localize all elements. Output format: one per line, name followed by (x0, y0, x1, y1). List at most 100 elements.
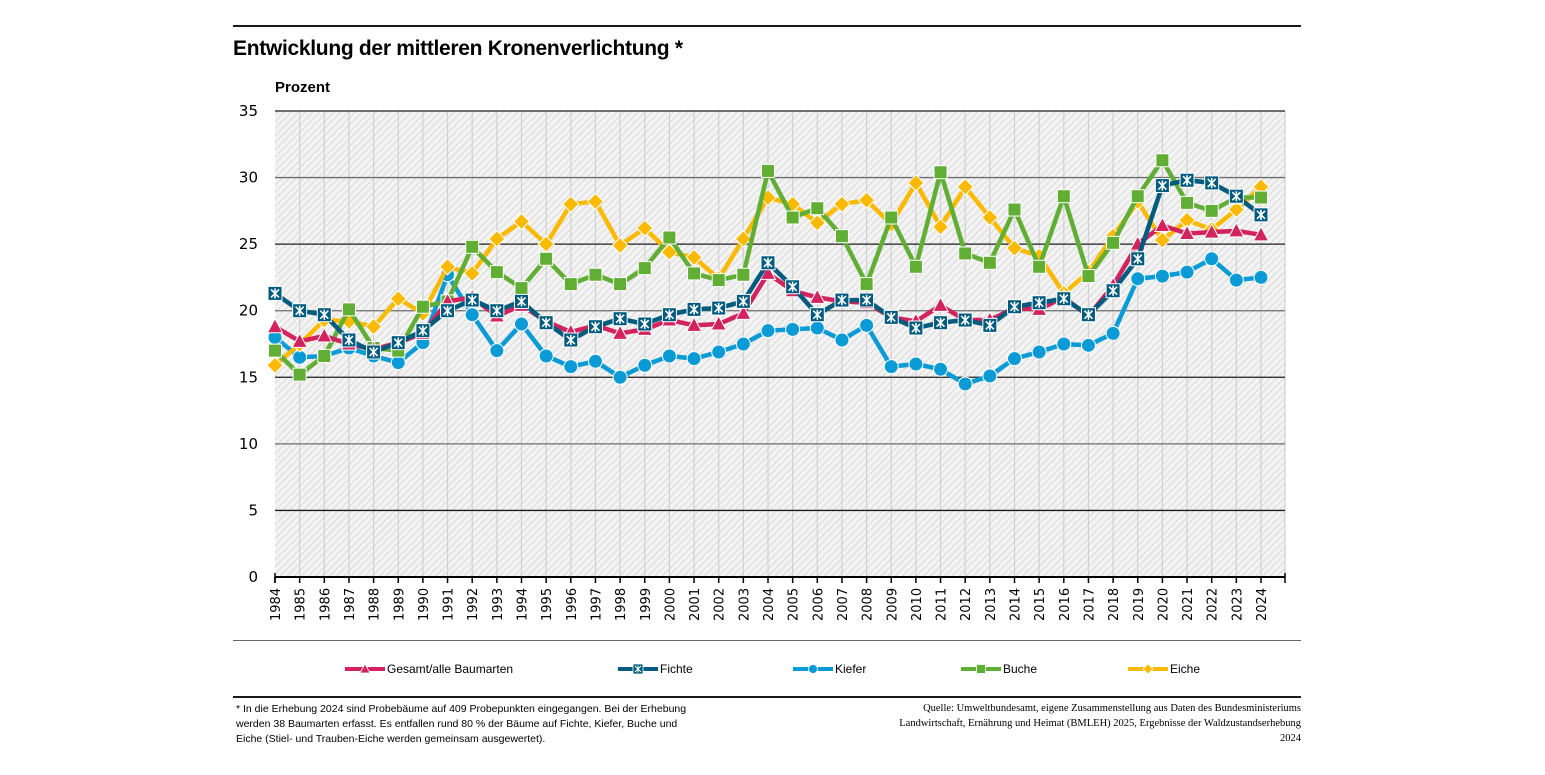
data-point (761, 163, 775, 178)
data-point (735, 293, 751, 309)
data-point (266, 356, 284, 375)
data-point (857, 191, 876, 209)
data-point (440, 303, 456, 319)
legend-label: Fichte (660, 662, 693, 676)
data-point (883, 359, 899, 375)
x-tick-label: 2008 (861, 588, 876, 621)
x-tick-label: 1990 (417, 588, 432, 621)
data-point (1080, 337, 1096, 353)
data-point (317, 348, 332, 363)
x-tick-label: 2007 (836, 588, 851, 621)
data-point (1105, 283, 1121, 299)
data-point (711, 300, 727, 316)
data-point (1154, 216, 1171, 233)
data-point (341, 332, 357, 348)
data-point (1179, 172, 1195, 188)
horizontal-gridlines (275, 110, 1285, 512)
x-tick-label: 1998 (614, 588, 629, 621)
data-point (687, 266, 702, 281)
data-point (957, 376, 973, 392)
data-point (710, 314, 728, 331)
legend-item-eiche[interactable]: Eiche (1128, 662, 1200, 676)
data-point (464, 307, 480, 323)
legend-item-buche[interactable]: Buche (961, 662, 1037, 676)
data-point (637, 357, 653, 373)
data-point (268, 343, 282, 358)
data-point (982, 368, 998, 384)
data-point (932, 296, 949, 312)
data-point (711, 344, 727, 360)
y-tick-label: 25 (239, 235, 258, 253)
circle-marker-icon (793, 664, 833, 674)
data-point (808, 288, 826, 304)
data-point (1228, 221, 1245, 238)
legend-label: Buche (1003, 662, 1038, 676)
data-point (1130, 271, 1146, 287)
data-point (1056, 189, 1071, 204)
x-tick-label: 1997 (589, 588, 604, 621)
legend-item-fichte[interactable]: Fichte (618, 662, 693, 676)
data-point (1154, 268, 1170, 284)
plot-background (275, 111, 1285, 577)
data-point (463, 264, 481, 283)
data-point (1180, 195, 1195, 210)
legend-item-gesamt[interactable]: Gesamt/alle Baumarten (345, 662, 513, 676)
data-point (933, 165, 948, 180)
data-point (1178, 224, 1196, 240)
data-point (662, 230, 677, 245)
data-point (587, 353, 603, 369)
data-point (908, 320, 924, 336)
data-point (685, 248, 703, 267)
series-fichte (267, 172, 1269, 360)
legend-item-kiefer[interactable]: Kiefer (793, 662, 866, 676)
data-point (809, 320, 825, 336)
data-point (636, 219, 654, 237)
data-point (1253, 269, 1269, 285)
diamond-marker-icon (1128, 663, 1168, 675)
chart-title: Entwicklung der mittleren Kronenverlicht… (233, 37, 683, 60)
data-point (563, 359, 579, 375)
data-point (539, 251, 554, 266)
data-point (612, 369, 628, 385)
data-point (711, 273, 726, 288)
data-point (1204, 175, 1220, 191)
data-point (1130, 189, 1145, 204)
data-point (366, 344, 382, 360)
data-point (489, 303, 505, 319)
data-point (488, 230, 506, 248)
data-point (1203, 223, 1221, 239)
data-point (834, 229, 849, 244)
data-point (637, 261, 652, 276)
x-tick-label: 1992 (466, 588, 481, 621)
data-point (1252, 225, 1270, 242)
data-point (1130, 251, 1146, 267)
data-point (1056, 336, 1072, 352)
x-tick-label: 1996 (565, 588, 580, 621)
data-point (808, 214, 827, 232)
data-point (760, 323, 776, 339)
footnote: * In die Erhebung 2024 sind Probebäume a… (236, 703, 687, 745)
data-point (1254, 190, 1268, 205)
data-point (1228, 272, 1244, 288)
data-point (563, 332, 579, 348)
x-tick-label: 2016 (1058, 588, 1073, 621)
triangle-marker-icon (345, 663, 385, 674)
data-point (415, 299, 430, 314)
data-point (982, 317, 998, 333)
data-point (933, 361, 949, 377)
legend-top-rule (233, 640, 1301, 641)
legend-label: Eiche (1170, 662, 1201, 676)
x-tick-label: 2018 (1107, 588, 1122, 621)
data-point (390, 355, 406, 371)
y-tick-label: 35 (239, 102, 258, 120)
vertical-gridlines (299, 111, 1286, 577)
x-tick-label: 2000 (663, 588, 678, 621)
data-point (364, 317, 383, 336)
data-point (1179, 264, 1195, 280)
y-tick-label: 30 (239, 169, 258, 187)
data-point (734, 230, 753, 248)
data-point (489, 343, 505, 359)
x-tick-label: 1995 (540, 588, 555, 621)
data-point (563, 277, 578, 292)
data-point (686, 351, 702, 367)
